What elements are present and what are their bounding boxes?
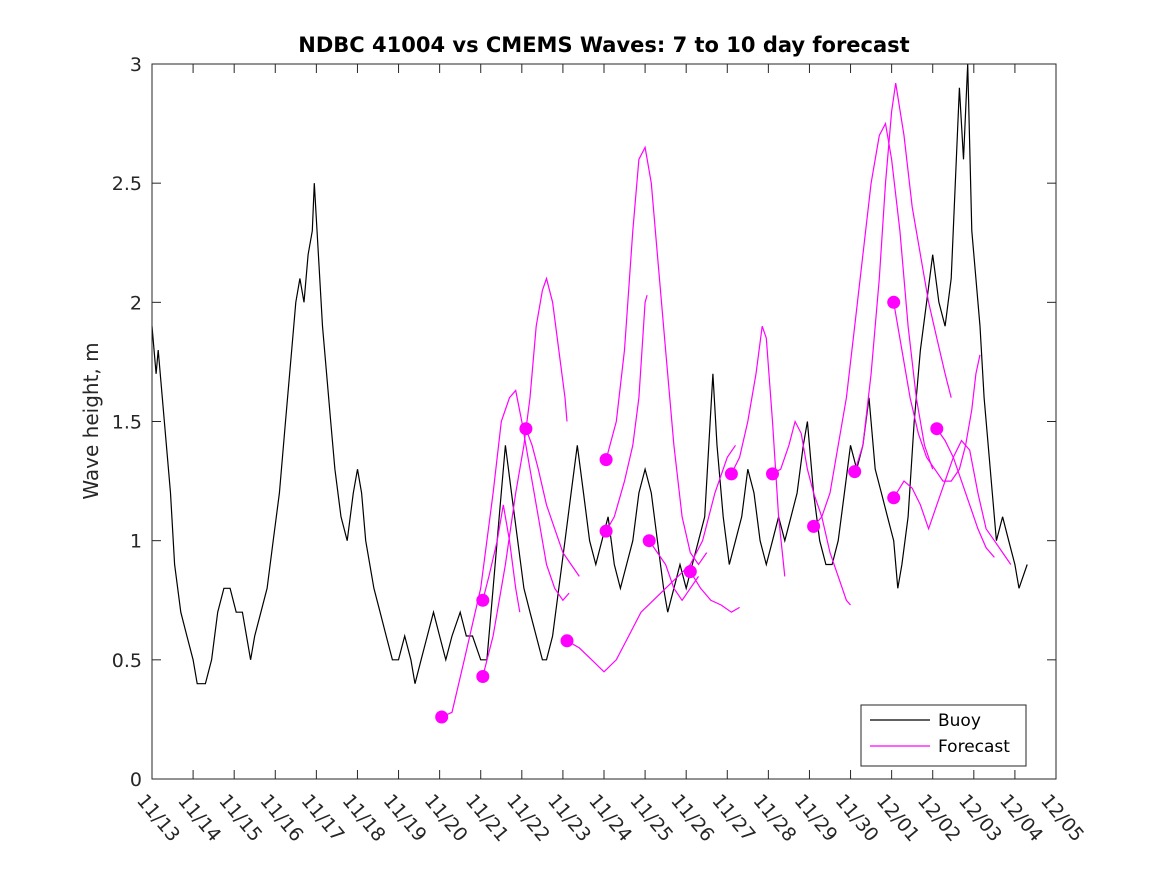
x-tick-label-12: 11/25 [625,790,677,846]
x-tick-label-8: 11/21 [461,790,513,846]
forecast-run-line-6 [605,145,708,566]
forecast-run-line-13 [854,83,952,472]
x-tick-label-21: 12/04 [995,790,1047,846]
y-tick-label-4: 2 [130,292,142,314]
x-tick-label-6: 11/19 [379,790,431,846]
y-tick-label-6: 3 [130,54,142,76]
forecast-start-marker-10 [724,467,738,481]
x-tick-label-22: 12/05 [1036,790,1088,846]
forecast-start-marker-15 [887,491,901,505]
forecast-run-line-2 [482,276,568,677]
y-tick-label-0: 0 [130,769,142,791]
x-tick-label-0: 11/13 [132,790,184,846]
y-axis-label: Wave height, m [79,342,103,499]
forecast-run-line-3 [482,504,521,613]
y-tick-label-3: 1.5 [112,412,142,434]
forecast-start-marker-11 [766,467,779,481]
forecast-start-marker-14 [887,295,901,309]
forecast-start-marker-12 [807,519,821,533]
forecast-run-line-8 [648,540,699,602]
legend: Buoy Forecast [860,704,1027,767]
x-tick-label-2: 11/15 [214,790,266,846]
x-tick-label-1: 11/14 [173,790,225,846]
buoy-series-line [151,63,1028,685]
x-tick-label-7: 11/20 [420,790,472,846]
x-tick-label-4: 11/17 [297,790,349,846]
x-tick-label-10: 11/23 [543,790,595,846]
forecast-start-marker-1 [435,710,449,724]
forecast-start-marker-4 [519,422,533,436]
x-tick-label-20: 12/03 [954,790,1006,846]
legend-forecast-label: Forecast [938,737,1010,757]
forecast-start-marker-9 [683,565,697,579]
forecast-run-line-4 [525,428,580,577]
legend-box [860,704,1027,767]
x-tick-label-14: 11/27 [707,790,759,846]
plot-area [151,63,1028,724]
forecast-start-marker-7 [599,524,613,538]
x-tick-label-18: 12/01 [872,790,924,846]
chart-title: NDBC 41004 vs CMEMS Waves: 7 to 10 day f… [298,33,909,57]
legend-buoy-label: Buoy [938,711,981,731]
forecast-run-line-9 [689,571,740,613]
forecast-run-line-10 [730,326,786,577]
forecast-run-line-11 [772,419,851,606]
x-tick-label-17: 11/30 [831,790,883,846]
x-tick-label-13: 11/26 [666,790,718,846]
x-tick-label-11: 11/24 [584,790,636,846]
forecast-run-line-1 [441,389,570,718]
x-tick-label-3: 11/16 [255,790,307,846]
forecast-run-line-16 [936,428,995,558]
forecast-run-line-14 [893,302,981,482]
x-tick-label-15: 11/28 [749,790,801,846]
x-tick-label-19: 12/02 [913,790,965,846]
y-tick-label-1: 0.5 [112,650,142,672]
forecast-start-marker-8 [642,534,656,548]
forecast-run-line-12 [813,121,934,527]
forecast-start-marker-13 [848,465,862,479]
forecast-start-marker-5 [560,634,574,648]
x-tick-label-16: 11/29 [790,790,842,846]
y-tick-label-2: 1 [130,531,142,553]
forecast-run-line-5 [566,444,736,673]
x-tick-label-5: 11/18 [338,790,390,846]
forecast-run-line-7 [605,295,648,532]
forecast-start-marker-16 [930,422,944,436]
x-tick-label-9: 11/22 [502,790,554,846]
forecast-start-marker-6 [599,453,613,467]
forecast-start-marker-3 [476,593,490,607]
y-tick-label-5: 2.5 [112,173,142,195]
forecast-start-marker-2 [476,670,490,683]
